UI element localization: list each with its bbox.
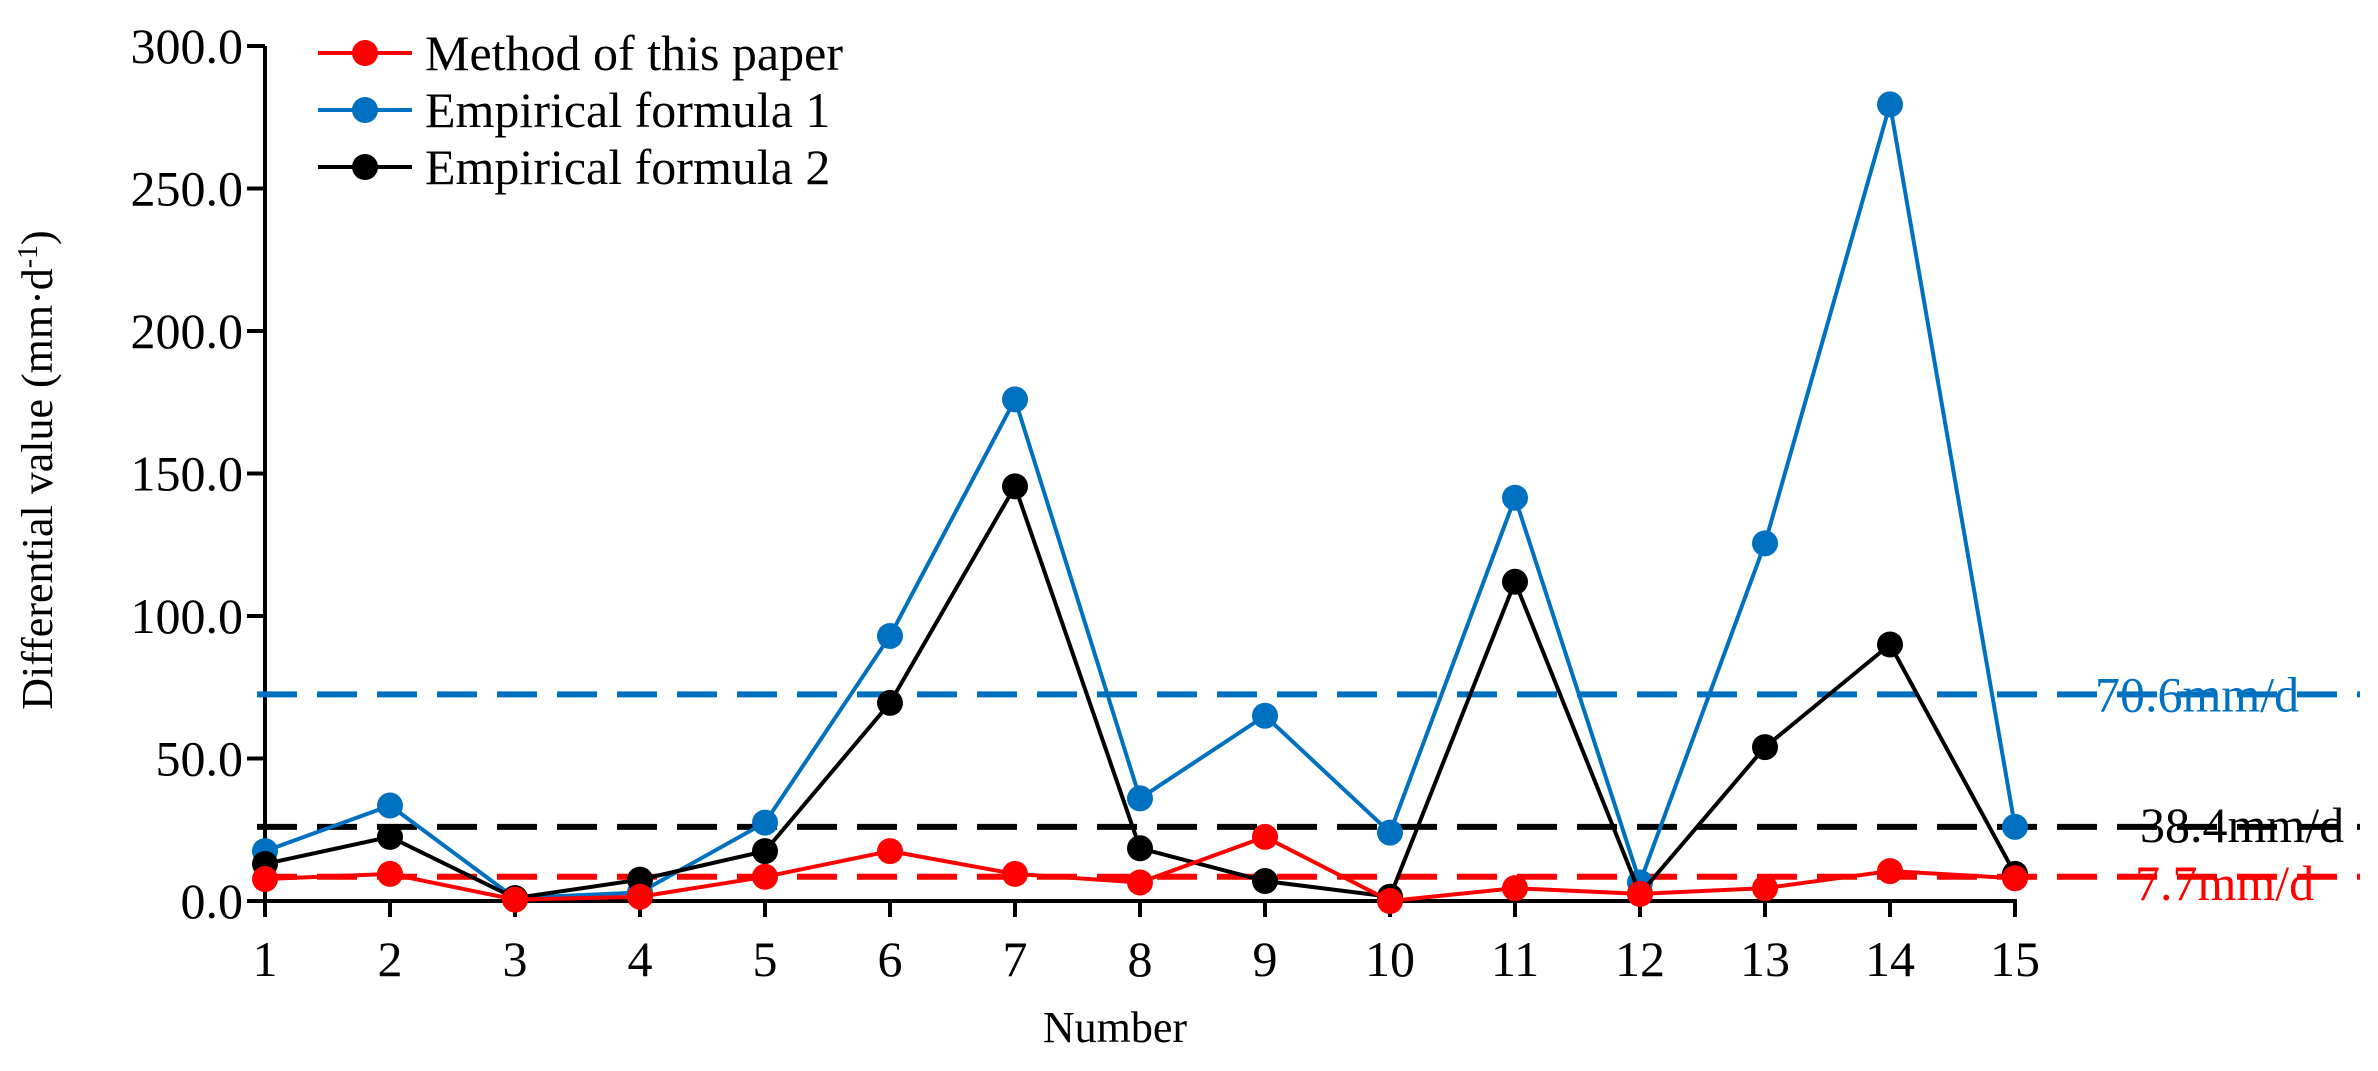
x-tick-label: 1 — [253, 931, 278, 987]
data-point — [877, 838, 903, 865]
reference-line-label: 7.7mm/d — [2135, 855, 2314, 911]
x-tick-label: 12 — [1615, 931, 1665, 987]
y-tick-label: 250.0 — [131, 161, 244, 217]
x-tick-label: 9 — [1253, 931, 1278, 987]
data-point — [1502, 568, 1528, 595]
x-tick-label: 8 — [1128, 931, 1153, 987]
data-point — [1877, 631, 1903, 658]
y-tick-label: 300.0 — [131, 18, 244, 74]
x-tick-label: 5 — [753, 931, 778, 987]
data-point — [1252, 823, 1278, 850]
x-tick-label: 3 — [503, 931, 528, 987]
x-tick-label: 6 — [878, 931, 903, 987]
data-point — [1877, 91, 1903, 118]
data-point — [1627, 880, 1653, 907]
y-tick-label: 150.0 — [131, 446, 244, 502]
data-point — [1877, 858, 1903, 885]
data-point — [752, 863, 778, 890]
data-point — [2002, 813, 2028, 840]
y-tick-label: 0.0 — [181, 873, 244, 929]
x-tick-label: 4 — [628, 931, 653, 987]
legend-label: Method of this paper — [425, 25, 843, 81]
x-axis-title: Number — [1043, 1003, 1188, 1052]
data-point — [877, 622, 903, 649]
reference-line-label: 70.6mm/d — [2095, 666, 2299, 722]
y-tick-label: 100.0 — [131, 588, 244, 644]
data-point — [1127, 785, 1153, 812]
data-point — [1002, 386, 1028, 413]
y-axis-title-close: ) — [13, 230, 62, 245]
reference-line-label: 38.4mm/d — [2140, 797, 2344, 853]
data-point — [377, 860, 403, 887]
y-tick-label: 50.0 — [156, 731, 244, 787]
data-point — [2002, 865, 2028, 892]
data-point — [1377, 888, 1403, 914]
data-point — [377, 792, 403, 819]
data-point — [1127, 835, 1153, 862]
data-point — [1252, 868, 1278, 895]
data-point — [1502, 484, 1528, 511]
x-tick-label: 10 — [1365, 931, 1415, 987]
data-point — [1002, 860, 1028, 887]
legend-marker — [352, 40, 378, 66]
x-tick-label: 13 — [1740, 931, 1790, 987]
data-point — [752, 838, 778, 865]
series-line — [264, 102, 2017, 901]
x-tick-label: 15 — [1990, 931, 2040, 987]
data-point — [1127, 869, 1153, 896]
data-point — [1752, 734, 1778, 761]
legend-marker — [352, 154, 378, 180]
data-point — [627, 883, 653, 910]
data-point — [377, 823, 403, 850]
y-tick-label: 200.0 — [131, 303, 244, 359]
legend-label: Empirical formula 1 — [425, 82, 830, 138]
x-tick-label: 14 — [1865, 931, 1915, 987]
legend-label: Empirical formula 2 — [425, 139, 830, 195]
data-point — [1502, 875, 1528, 902]
data-point — [1752, 875, 1778, 902]
series-layer — [252, 91, 2028, 914]
data-point — [502, 886, 528, 913]
data-point — [252, 866, 278, 893]
y-axis-title-superscript: -1 — [13, 245, 44, 268]
data-point — [1002, 473, 1028, 500]
y-axis-title: Differential value (mm·d-1) — [13, 230, 63, 709]
x-tick-label: 7 — [1003, 931, 1028, 987]
legend-marker — [352, 97, 378, 123]
reference-lines-layer: 70.6mm/d 38.4mm/d7.7mm/d — [257, 666, 2360, 911]
data-point — [1252, 702, 1278, 729]
data-point — [1752, 530, 1778, 557]
y-axis-title-main: Differential value (mm·d — [13, 268, 62, 709]
data-point — [877, 689, 903, 716]
data-point — [1377, 819, 1403, 846]
x-tick-label: 2 — [378, 931, 403, 987]
x-tick-label: 11 — [1491, 931, 1539, 987]
data-point — [752, 809, 778, 836]
